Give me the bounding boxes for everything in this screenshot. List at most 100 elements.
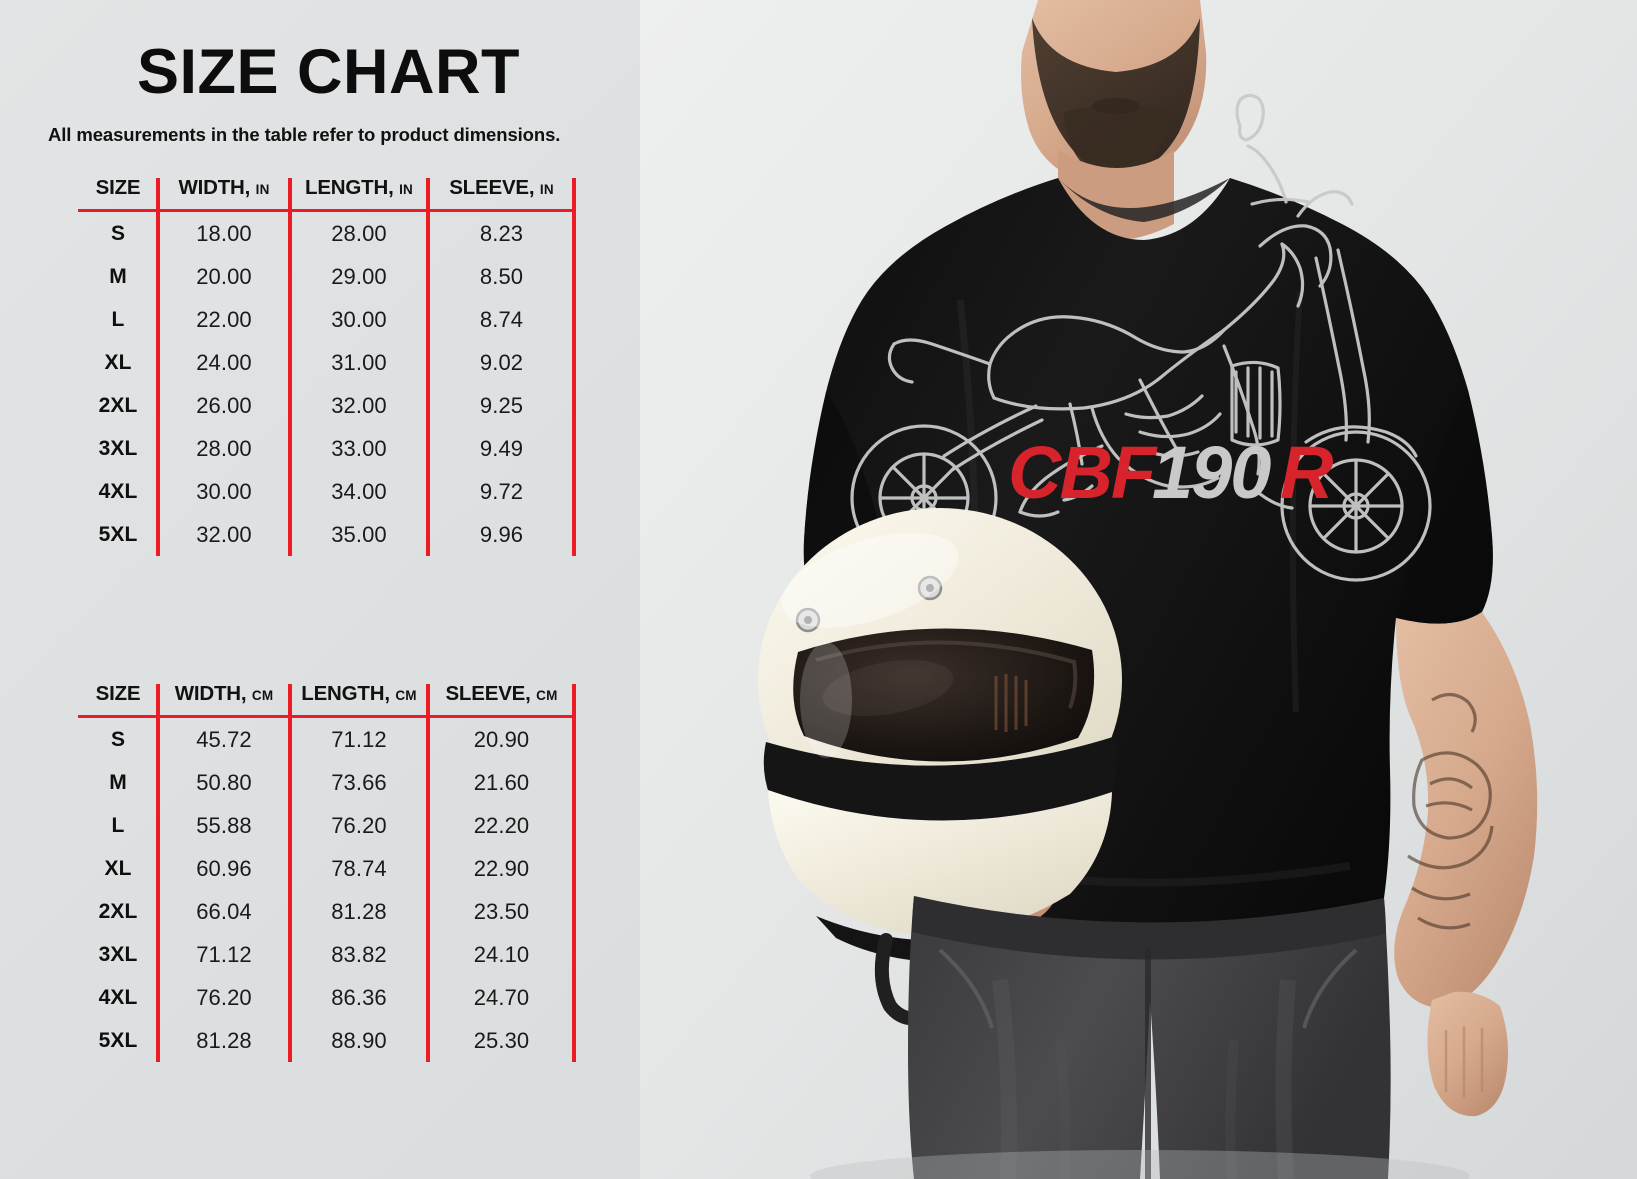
col-header-size-label: SIZE [95,682,141,705]
col-header-length: LENGTH, CM [290,676,428,718]
col-header-width-unit: IN [255,182,270,197]
cell-size: M [109,264,127,288]
table-row: L 22.00 30.00 8.74 [78,298,575,341]
cell-width: 24.00 [196,349,252,375]
shirt-logo: CBF 190 R [1008,431,1335,514]
cell-width: 60.96 [196,855,252,881]
col-header-size-label: SIZE [95,176,141,199]
cell-sleeve: 8.23 [479,220,524,246]
col-header-sleeve: SLEEVE, IN [428,170,575,212]
model-jeans [908,896,1391,1179]
col-header-size: SIZE [78,170,158,212]
col-header-length: LENGTH, IN [290,170,428,212]
col-header-sleeve-label: SLEEVE, [449,176,535,199]
cell-width: 18.00 [196,220,252,246]
cell-length: 33.00 [331,435,387,461]
cell-sleeve: 20.90 [473,726,530,752]
table-row: 4XL 30.00 34.00 9.72 [78,470,575,513]
table-row: M 20.00 29.00 8.50 [78,255,575,298]
cell-size: 2XL [98,899,138,923]
page-title: SIZE CHART [137,37,520,107]
cell-sleeve: 9.25 [479,392,524,418]
size-table-inches-block: SIZE WIDTH, IN LENGTH, IN SLEEVE, IN S 18… [78,170,576,556]
col-header-length-label: LENGTH, [301,682,390,705]
cell-sleeve: 9.49 [479,435,524,461]
size-table-inches: SIZE WIDTH, IN LENGTH, IN SLEEVE, IN S 18… [78,170,575,556]
cell-size: L [111,307,125,331]
table-row: 5XL 32.00 35.00 9.96 [78,513,575,556]
col-header-length-label: LENGTH, [305,176,394,199]
cell-length: 32.00 [331,392,387,418]
table-row: 5XL 81.28 88.90 25.30 [78,1019,575,1062]
col-header-length-unit: IN [399,182,413,197]
table-row: L 55.88 76.20 22.20 [78,804,575,847]
cell-sleeve: 21.60 [473,769,530,795]
cell-width: 22.00 [196,306,252,332]
col-header-width-label: WIDTH, [178,176,251,199]
cell-length: 29.00 [331,263,387,289]
cell-length: 31.00 [331,349,387,375]
cell-size: L [111,813,125,837]
col-header-length-unit: CM [395,688,417,703]
cell-width: 28.00 [196,435,252,461]
col-header-width: WIDTH, IN [158,170,290,212]
col-header-sleeve-unit: IN [539,182,554,197]
cell-length: 35.00 [331,521,387,547]
cell-size: 3XL [98,436,138,460]
size-table-cm: SIZE WIDTH, CM LENGTH, CM SLEEVE, CM S 45… [78,676,575,1062]
cell-width: 71.12 [196,941,252,967]
cell-width: 45.72 [196,726,252,752]
model-head [1021,0,1207,184]
cell-sleeve: 22.90 [473,855,530,881]
cell-length: 71.12 [331,726,387,752]
cell-size: 4XL [98,479,138,503]
cell-length: 88.90 [331,1027,387,1053]
table-row: M 50.80 73.66 21.60 [78,761,575,804]
cell-width: 76.20 [196,984,252,1010]
cell-size: 3XL [98,942,138,966]
cell-length: 76.20 [331,812,387,838]
table-row: 4XL 76.20 86.36 24.70 [78,976,575,1019]
cell-size: 5XL [98,1028,138,1052]
cell-width: 66.04 [196,898,252,924]
model-right-arm [1394,612,1538,1117]
cell-width: 32.00 [196,521,252,547]
cell-length: 28.00 [331,220,387,246]
page-subtitle: All measurements in the table refer to p… [48,124,561,145]
cell-sleeve: 8.50 [479,263,524,289]
cell-length: 78.74 [331,855,387,881]
product-photo: CBF 190 R [640,0,1637,1179]
chart-panel: SIZE CHART All measurements in the table… [0,0,700,1179]
cell-length: 81.28 [331,898,387,924]
logo-cbf: CBF [1008,431,1158,514]
col-header-width: WIDTH, CM [158,676,290,718]
cell-sleeve: 24.70 [473,984,530,1010]
table-row: S 18.00 28.00 8.23 [78,211,575,256]
cell-length: 34.00 [331,478,387,504]
col-header-sleeve-label: SLEEVE, [445,682,531,705]
cell-width: 81.28 [196,1027,252,1053]
cell-width: 50.80 [196,769,252,795]
table-row: 3XL 28.00 33.00 9.49 [78,427,575,470]
logo-r: R [1280,431,1333,514]
cell-size: M [109,770,127,794]
cell-size: 2XL [98,393,138,417]
table-header-row: SIZE WIDTH, IN LENGTH, IN SLEEVE, IN [78,170,575,212]
cell-size: S [110,221,126,245]
size-table-cm-block: SIZE WIDTH, CM LENGTH, CM SLEEVE, CM S 45… [78,676,576,1062]
cell-size: 5XL [98,522,138,546]
logo-190: 190 [1152,431,1271,514]
motorcycle-line-art [850,93,1432,582]
cell-size: 4XL [98,985,138,1009]
cell-length: 30.00 [331,306,387,332]
cell-sleeve: 24.10 [473,941,530,967]
table-row: S 45.72 71.12 20.90 [78,717,575,762]
col-header-width-unit: CM [251,688,274,703]
col-header-sleeve-unit: CM [536,688,558,703]
cell-length: 73.66 [331,769,387,795]
cell-length: 83.82 [331,941,387,967]
cell-size: S [110,727,126,751]
cell-length: 86.36 [331,984,387,1010]
table-row: 2XL 26.00 32.00 9.25 [78,384,575,427]
